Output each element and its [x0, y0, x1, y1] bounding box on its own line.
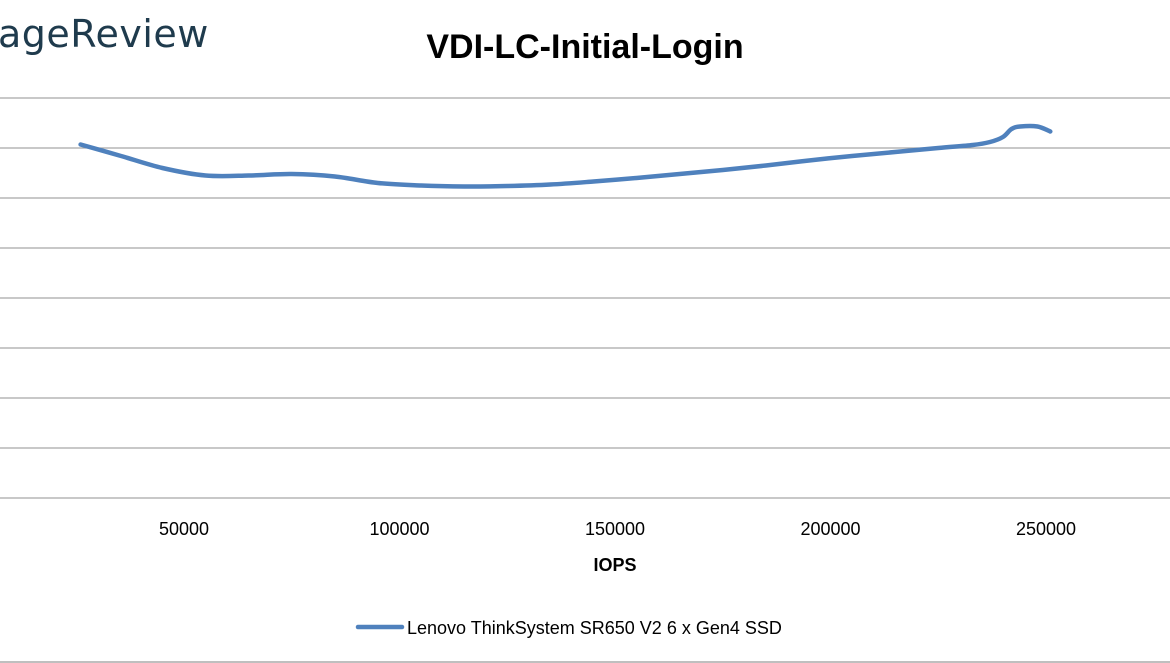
legend: Lenovo ThinkSystem SR650 V2 6 x Gen4 SSD: [355, 618, 782, 638]
gridlines: [0, 97, 1170, 499]
x-axis-title: IOPS: [593, 555, 636, 575]
legend-label: Lenovo ThinkSystem SR650 V2 6 x Gen4 SSD: [407, 618, 782, 638]
x-axis-tick-labels: 50000 100000 150000 200000 250000: [159, 519, 1076, 539]
series-lines: [78, 123, 1053, 189]
x-tick-label: 200000: [800, 519, 860, 539]
x-tick-label: 150000: [585, 519, 645, 539]
x-tick-label: 250000: [1016, 519, 1076, 539]
x-tick-label: 50000: [159, 519, 209, 539]
chart-title: VDI-LC-Initial-Login: [426, 28, 743, 66]
series-line: [78, 123, 1053, 189]
watermark-logo: ageReview: [0, 12, 209, 56]
x-tick-label: 100000: [369, 519, 429, 539]
